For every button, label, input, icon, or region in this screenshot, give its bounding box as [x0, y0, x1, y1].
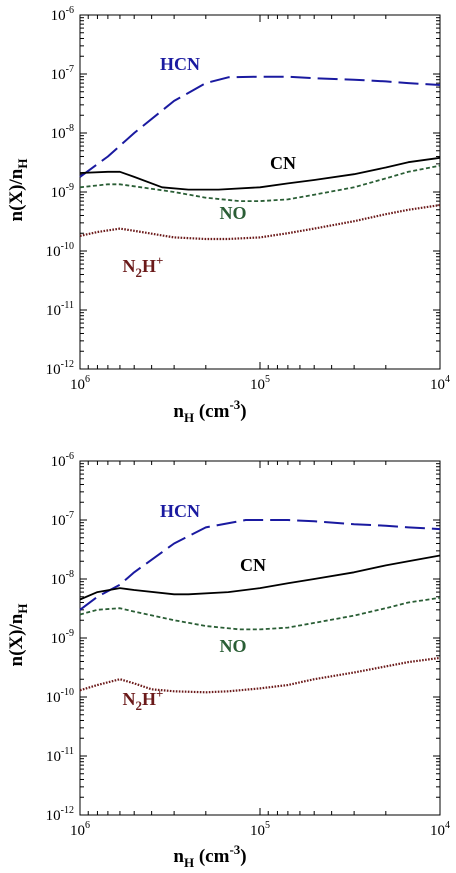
series-label-no: NO — [220, 636, 247, 656]
y-tick-label: 10-8 — [51, 123, 74, 142]
x-tick-label: 106 — [70, 374, 90, 393]
y-tick-label: 10-12 — [46, 805, 74, 824]
series-line-hcn — [79, 75, 441, 178]
series-label-no: NO — [220, 203, 247, 223]
series-label-cn: CN — [270, 153, 296, 173]
y-tick-label: 10-12 — [46, 359, 74, 378]
y-tick-label: 10-6 — [51, 5, 74, 24]
x-tick-label: 104 — [430, 820, 450, 839]
y-tick-label: 10-10 — [46, 241, 74, 260]
y-tick-label: 10-11 — [46, 746, 74, 765]
x-tick-label: 104 — [430, 374, 450, 393]
x-tick-label: 105 — [250, 820, 270, 839]
y-axis-title: n(X)/nH — [6, 604, 30, 667]
x-tick-label: 105 — [250, 374, 270, 393]
series-line-cn — [79, 554, 441, 601]
y-tick-label: 10-7 — [51, 64, 74, 83]
plot-frame — [79, 14, 441, 370]
series-line-cn — [79, 156, 441, 191]
x-axis-title: nH (cm-3) — [173, 842, 246, 870]
y-tick-label: 10-6 — [51, 451, 74, 470]
y-tick-label: 10-8 — [51, 569, 74, 588]
series-label-n2h: N2H+ — [123, 686, 164, 713]
series-label-hcn: HCN — [160, 54, 200, 74]
series-line-no — [79, 164, 441, 202]
y-tick-label: 10-9 — [51, 182, 74, 201]
y-tick-label: 10-7 — [51, 510, 74, 529]
series-label-hcn: HCN — [160, 501, 200, 521]
y-tick-label: 10-10 — [46, 687, 74, 706]
x-axis-title: nH (cm-3) — [173, 397, 246, 425]
series-line-n2h — [79, 204, 441, 241]
y-axis-title: n(X)/nH — [6, 159, 30, 222]
series-line-n2h — [79, 656, 441, 694]
x-tick-label: 106 — [70, 820, 90, 839]
series-line-hcn — [79, 519, 441, 611]
series-line-no — [79, 596, 441, 631]
series-label-cn: CN — [240, 555, 266, 575]
plot-frame — [79, 460, 441, 816]
series-label-n2h: N2H+ — [123, 253, 164, 280]
y-tick-label: 10-9 — [51, 628, 74, 647]
y-tick-label: 10-11 — [46, 300, 74, 319]
